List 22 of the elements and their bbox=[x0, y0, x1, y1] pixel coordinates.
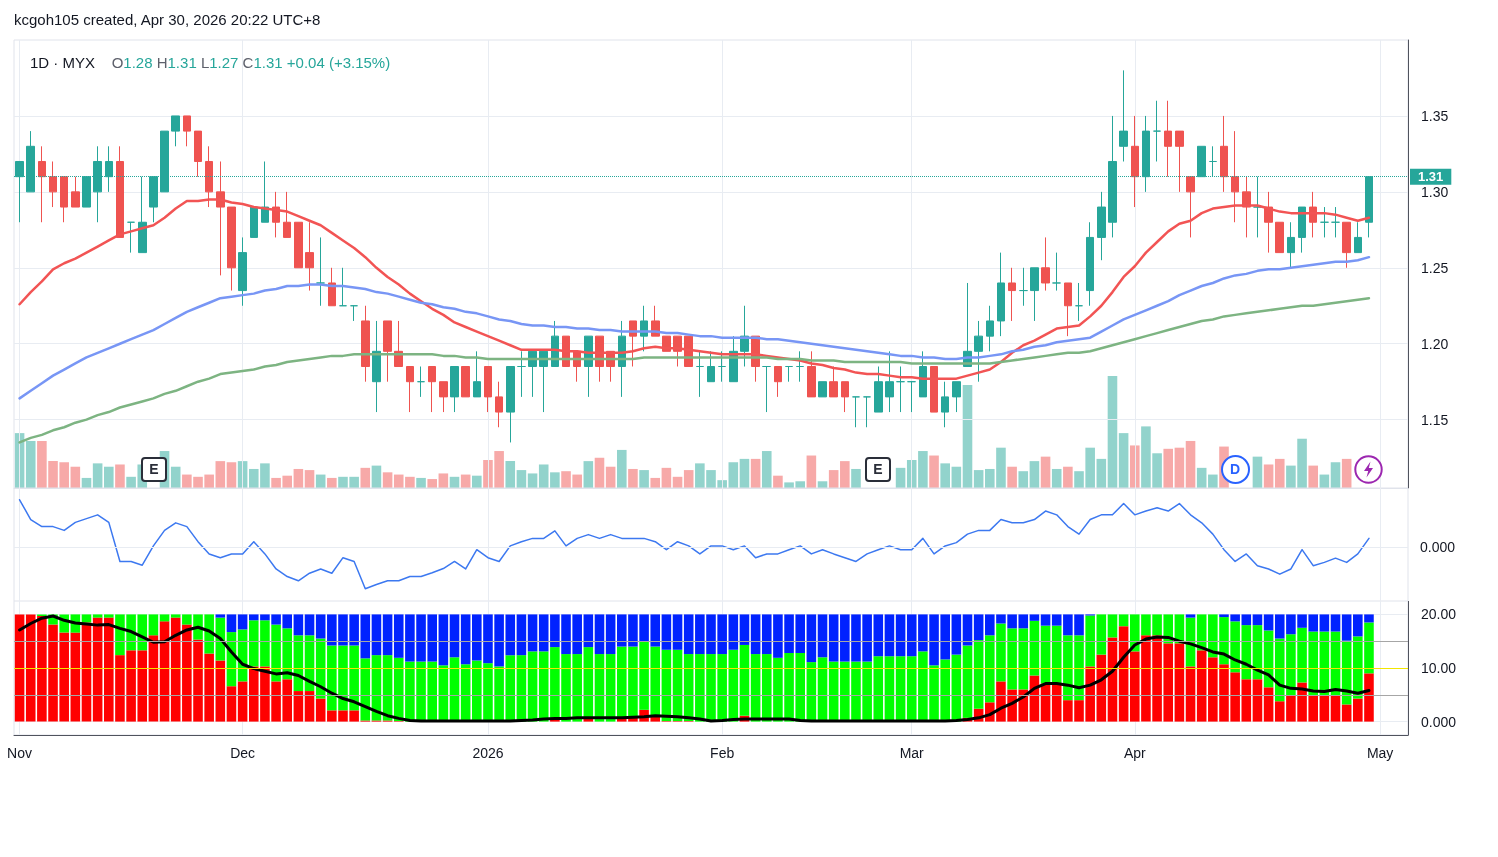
x-tick-label: Nov bbox=[7, 745, 33, 761]
y-tick-label: 1.35 bbox=[1421, 107, 1449, 124]
x-tick-label: May bbox=[1366, 745, 1394, 761]
x-tick-label: 2026 bbox=[472, 745, 504, 761]
x-tick-label: Dec bbox=[230, 745, 256, 761]
y-tick-label: 20.00 bbox=[1421, 606, 1457, 623]
y-tick-label: 1.25 bbox=[1421, 259, 1449, 276]
x-tick-label: Apr bbox=[1123, 745, 1146, 761]
annotation: E bbox=[865, 456, 891, 482]
y-tick-label: 0.000 bbox=[1421, 713, 1457, 730]
text: O1.28 H1.31 L1.27 C1.31 +0.04 (+3.15%) bbox=[111, 54, 391, 71]
text: 1D · MYX bbox=[30, 54, 96, 71]
y-tick-label: 1.30 bbox=[1421, 183, 1449, 200]
x-tick-label: Feb bbox=[710, 745, 735, 761]
y-tick-label: 10.00 bbox=[1421, 660, 1457, 676]
y-tick-label: 1.20 bbox=[1421, 335, 1449, 352]
text: kcgoh105 created, Apr 30, 2026 20:22 UTC+8 bbox=[14, 11, 321, 29]
ref-line-label: 1.31 bbox=[1418, 169, 1444, 185]
x-tick-label: Mar bbox=[899, 745, 925, 761]
annotation: D bbox=[1220, 454, 1250, 484]
y-tick-label: 1.15 bbox=[1421, 411, 1449, 428]
annotation: E bbox=[141, 456, 167, 482]
